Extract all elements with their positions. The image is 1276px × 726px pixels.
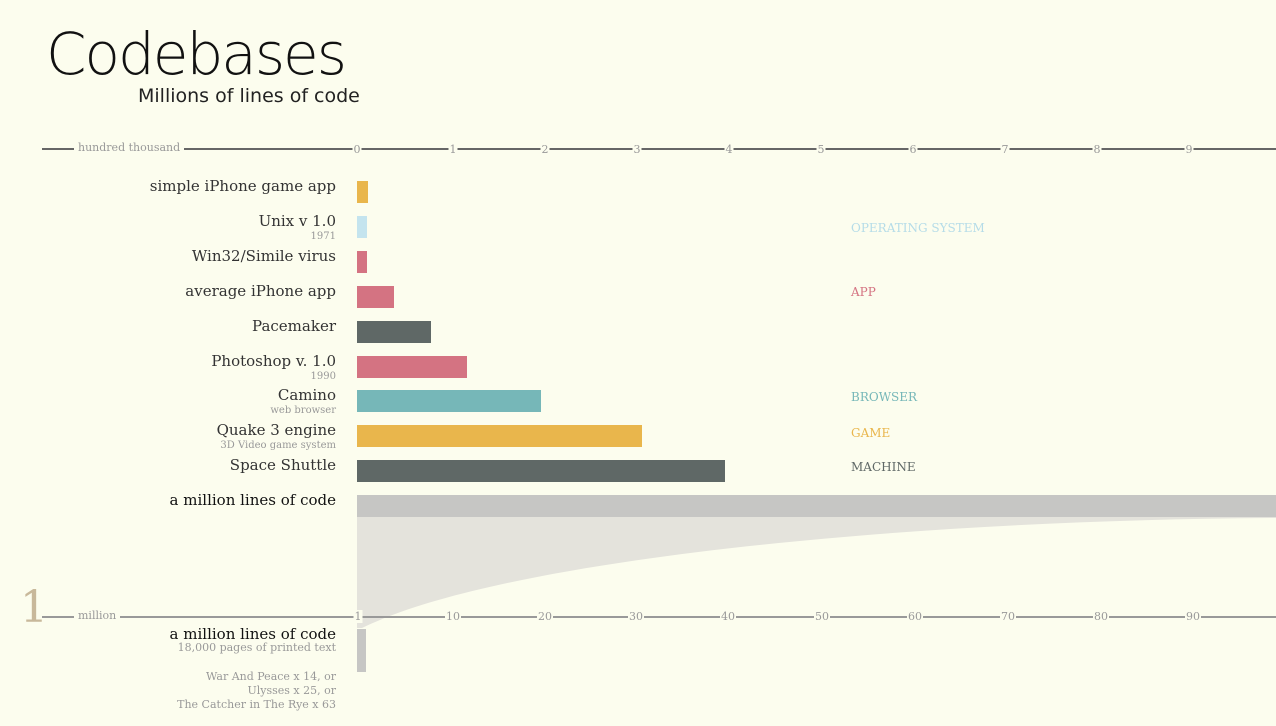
bar: [357, 216, 367, 238]
bar-label: Pacemaker: [252, 317, 336, 335]
axis-tick-label: 2: [540, 143, 550, 156]
bar: [357, 286, 394, 308]
bar-label: a million lines of code: [169, 625, 336, 643]
axis-tick-label: 80: [1093, 610, 1109, 623]
bar-label: Camino: [277, 386, 336, 404]
chart-subtitle: Millions of lines of code: [138, 85, 360, 107]
axis-tick-label: 8: [1092, 143, 1102, 156]
bar: [357, 460, 725, 482]
bar: [357, 356, 468, 378]
axis-tick-label: 50: [814, 610, 830, 623]
bar: [357, 425, 643, 447]
axis-tick-label: 40: [720, 610, 736, 623]
bar-sublabel: 1990: [310, 371, 336, 382]
bar-label: Photoshop v. 1.0: [211, 352, 336, 370]
bar-sublabel: 3D Video game system: [220, 440, 336, 451]
bar: [357, 495, 1276, 517]
axis-tick-label: 70: [1000, 610, 1016, 623]
legend-item: APP: [851, 285, 876, 299]
chart-title: Codebases: [46, 20, 347, 88]
bar-label: average iPhone app: [185, 282, 336, 300]
legend-item: BROWSER: [851, 390, 918, 404]
funnel-area: [357, 517, 1276, 628]
axis-tick-label: 3: [632, 143, 642, 156]
bar-sublabel: web browser: [270, 405, 336, 416]
axis-tick-label: 1: [448, 143, 458, 156]
annotation-line: The Catcher in The Rye x 63: [177, 698, 336, 711]
axis-line-million: [42, 616, 1276, 618]
axis-tick-label: 20: [537, 610, 553, 623]
axis-unit-label: million: [74, 609, 121, 622]
bar-label: Win32/Simile virus: [191, 247, 336, 265]
axis-tick-label: 30: [628, 610, 644, 623]
bar-sublabel: 18,000 pages of printed text: [177, 641, 336, 654]
annotation-line: War And Peace x 14, or: [206, 670, 336, 683]
axis-tick-label: 7: [1000, 143, 1010, 156]
legend-item: GAME: [851, 426, 891, 440]
bar-label: simple iPhone game app: [149, 177, 336, 195]
bar-label: Quake 3 engine: [216, 421, 336, 439]
axis-tick-label: 0: [352, 143, 362, 156]
axis-tick-label: 4: [724, 143, 734, 156]
axis-unit-label: hundred thousand: [74, 141, 185, 154]
axis-tick-label: 60: [907, 610, 923, 623]
annotation-line: Ulysses x 25, or: [247, 684, 336, 697]
bar-sublabel: 1971: [310, 231, 336, 242]
legend-item: MACHINE: [851, 460, 916, 474]
scale-marker: 1: [20, 582, 48, 633]
axis-tick-label: 1: [353, 610, 363, 623]
bar: [357, 390, 541, 412]
bar: [357, 251, 367, 273]
bar: [357, 321, 431, 343]
bar-label: Unix v 1.0: [258, 212, 336, 230]
bar-label: Space Shuttle: [229, 456, 336, 474]
bar: [357, 629, 366, 672]
legend-item: OPERATING SYSTEM: [851, 221, 985, 235]
axis-tick-label: 10: [445, 610, 461, 623]
axis-tick-label: 9: [1184, 143, 1194, 156]
axis-tick-label: 6: [908, 143, 918, 156]
axis-line: [42, 148, 1276, 150]
axis-tick-label: 90: [1185, 610, 1201, 623]
bar: [357, 181, 369, 203]
axis-tick-label: 5: [816, 143, 826, 156]
bar-label: a million lines of code: [169, 491, 336, 509]
